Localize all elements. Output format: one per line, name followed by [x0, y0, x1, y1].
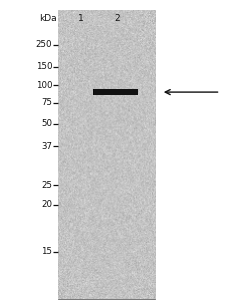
- Text: 100: 100: [36, 81, 52, 90]
- Text: 50: 50: [41, 119, 52, 128]
- Text: 75: 75: [41, 98, 52, 107]
- Text: 25: 25: [41, 181, 52, 190]
- Text: 20: 20: [41, 200, 52, 209]
- Text: kDa: kDa: [40, 14, 57, 23]
- Text: 15: 15: [41, 247, 52, 256]
- Text: 250: 250: [36, 40, 52, 49]
- Text: 1: 1: [78, 14, 84, 23]
- Text: 37: 37: [41, 142, 52, 151]
- Bar: [93, 89, 138, 95]
- Text: 150: 150: [36, 62, 52, 72]
- Bar: [58, 11, 155, 299]
- Text: 2: 2: [114, 14, 120, 23]
